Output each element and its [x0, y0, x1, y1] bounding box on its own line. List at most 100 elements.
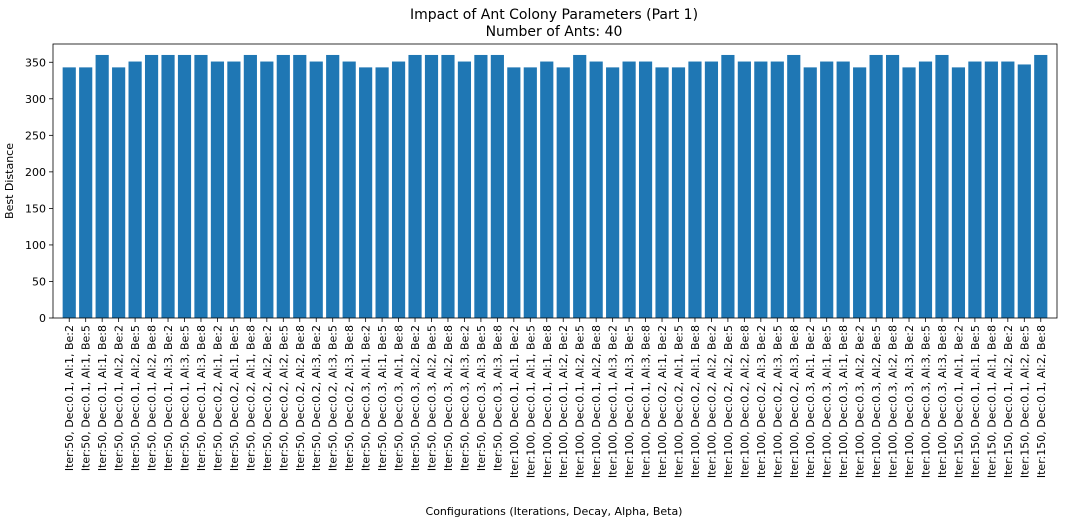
bar: [803, 67, 817, 318]
x-tick-label: Iter:100, Dec:0.3, Al:2, Be:8: [887, 325, 900, 478]
bar: [869, 54, 883, 319]
x-tick-label: Iter:150, Dec:0.1, Al:1, Be:8: [985, 325, 998, 478]
x-tick-label: Iter:100, Dec:0.2, Al:1, Be:5: [673, 325, 686, 478]
bar: [490, 54, 504, 319]
x-tick-label: Iter:100, Dec:0.1, Al:3, Be:2: [607, 325, 620, 478]
bar: [457, 61, 472, 318]
bar: [556, 67, 570, 318]
bar: [836, 61, 850, 318]
x-tick-label: Iter:150, Dec:0.1, Al:2, Be:8: [1035, 325, 1048, 478]
x-tick-label: Iter:100, Dec:0.2, Al:3, Be:2: [755, 325, 768, 478]
x-tick-label: Iter:100, Dec:0.3, Al:2, Be:2: [854, 325, 867, 478]
bar: [424, 54, 439, 319]
bar: [918, 61, 933, 318]
bar: [589, 61, 603, 318]
bar: [721, 54, 735, 319]
bar: [770, 61, 784, 318]
bar: [441, 54, 455, 319]
bar: [885, 54, 900, 319]
bar: [128, 61, 142, 318]
bar: [622, 61, 636, 318]
x-tick-label: Iter:100, Dec:0.1, Al:2, Be:2: [557, 325, 570, 478]
bar: [968, 61, 982, 318]
bar: [787, 54, 801, 319]
bar: [655, 67, 669, 318]
x-tick-label: Iter:100, Dec:0.1, Al:3, Be:8: [640, 325, 653, 478]
x-tick-label: Iter:50, Dec:0.3, Al:3, Be:8: [491, 325, 504, 471]
x-tick-label: Iter:100, Dec:0.2, Al:1, Be:2: [656, 325, 669, 478]
chart-title: Impact of Ant Colony Parameters (Part 1): [410, 7, 698, 23]
axes-frame: [52, 43, 1058, 319]
bar: [161, 54, 175, 319]
x-tick-label: Iter:100, Dec:0.3, Al:1, Be:2: [804, 325, 817, 478]
x-tick-label: Iter:150, Dec:0.1, Al:2, Be:2: [1002, 325, 1015, 478]
y-tick-label: 200: [25, 166, 46, 179]
x-tick-label: Iter:50, Dec:0.2, Al:2, Be:2: [261, 325, 274, 471]
x-tick-label: Iter:100, Dec:0.3, Al:2, Be:5: [870, 325, 883, 478]
x-tick-label: Iter:100, Dec:0.1, Al:2, Be:8: [590, 325, 603, 478]
x-tick-label: Iter:50, Dec:0.1, Al:2, Be:2: [113, 325, 126, 471]
y-tick-label: 100: [25, 239, 46, 252]
x-tick-label: Iter:50, Dec:0.3, Al:2, Be:8: [442, 325, 455, 471]
x-tick-label: Iter:100, Dec:0.2, Al:3, Be:8: [788, 325, 801, 478]
y-tick-label: 50: [32, 275, 46, 288]
x-tick-label: Iter:50, Dec:0.1, Al:1, Be:2: [63, 325, 76, 471]
bar: [227, 61, 241, 318]
bar: [984, 61, 998, 318]
x-tick-label: Iter:50, Dec:0.1, Al:2, Be:8: [146, 325, 159, 471]
y-axis-label: Best Distance: [3, 143, 16, 219]
bar: [293, 54, 307, 319]
bar: [902, 67, 916, 318]
x-tick-label: Iter:50, Dec:0.2, Al:1, Be:2: [211, 325, 224, 471]
bar: [704, 61, 719, 318]
x-tick-label: Iter:100, Dec:0.3, Al:3, Be:8: [936, 325, 949, 478]
x-tick-label: Iter:50, Dec:0.1, Al:3, Be:5: [179, 325, 192, 471]
x-tick-label: Iter:50, Dec:0.2, Al:3, Be:5: [327, 325, 340, 471]
bar: [391, 61, 406, 318]
x-tick-label: Iter:100, Dec:0.1, Al:2, Be:5: [574, 325, 587, 478]
bar: [359, 67, 373, 318]
bar: [243, 54, 257, 319]
bar: [144, 54, 159, 319]
x-tick-label: Iter:50, Dec:0.2, Al:1, Be:8: [244, 325, 257, 471]
bar: [688, 61, 702, 318]
x-tick-label: Iter:100, Dec:0.2, Al:1, Be:8: [689, 325, 702, 478]
x-tick-label: Iter:50, Dec:0.2, Al:2, Be:8: [294, 325, 307, 471]
x-tick-label: Iter:50, Dec:0.3, Al:3, Be:5: [475, 325, 488, 471]
x-tick-label: Iter:50, Dec:0.3, Al:2, Be:2: [409, 325, 422, 471]
bar: [523, 67, 537, 318]
bar: [112, 67, 126, 318]
bar: [326, 54, 340, 319]
bar: [935, 54, 949, 319]
x-tick-label: Iter:100, Dec:0.3, Al:1, Be:5: [821, 325, 834, 478]
x-tick-label: Iter:50, Dec:0.1, Al:2, Be:5: [129, 325, 142, 471]
y-tick-label: 150: [25, 202, 46, 215]
bar: [638, 61, 653, 318]
x-tick-label: Iter:50, Dec:0.3, Al:2, Be:5: [426, 325, 439, 471]
x-tick-label: Iter:50, Dec:0.1, Al:1, Be:5: [80, 325, 93, 471]
x-tick-label: Iter:150, Dec:0.1, Al:1, Be:2: [952, 325, 965, 478]
x-tick-label: Iter:100, Dec:0.3, Al:3, Be:2: [903, 325, 916, 478]
bar: [671, 67, 686, 318]
bar: [1001, 61, 1015, 318]
bar: [606, 67, 620, 318]
bar: [95, 54, 109, 319]
x-tick-label: Iter:50, Dec:0.1, Al:3, Be:2: [162, 325, 175, 471]
bar: [79, 67, 93, 318]
bar: [309, 61, 323, 318]
bar: [754, 61, 768, 318]
x-tick-label: Iter:50, Dec:0.3, Al:3, Be:2: [458, 325, 471, 471]
plot-area: 0 50 100 150 200 250 300 350 Iter:50, Dec:0.1, A…: [25, 43, 1058, 478]
x-tick-label: Iter:50, Dec:0.1, Al:3, Be:8: [195, 325, 208, 471]
x-tick-label: Iter:50, Dec:0.3, Al:1, Be:2: [360, 325, 373, 471]
bar: [194, 54, 208, 319]
bar: [507, 67, 521, 318]
bar: [210, 61, 225, 318]
x-tick-label: Iter:100, Dec:0.1, Al:1, Be:5: [524, 325, 537, 478]
x-tick-label: Iter:150, Dec:0.1, Al:2, Be:5: [1018, 325, 1031, 478]
y-tick-label: 350: [25, 56, 46, 69]
x-tick-label: Iter:100, Dec:0.2, Al:3, Be:5: [771, 325, 784, 478]
y-tick-label: 0: [39, 312, 46, 325]
x-tick-label: Iter:50, Dec:0.2, Al:3, Be:8: [343, 325, 356, 471]
x-tick-label: Iter:50, Dec:0.3, Al:1, Be:5: [376, 325, 389, 471]
